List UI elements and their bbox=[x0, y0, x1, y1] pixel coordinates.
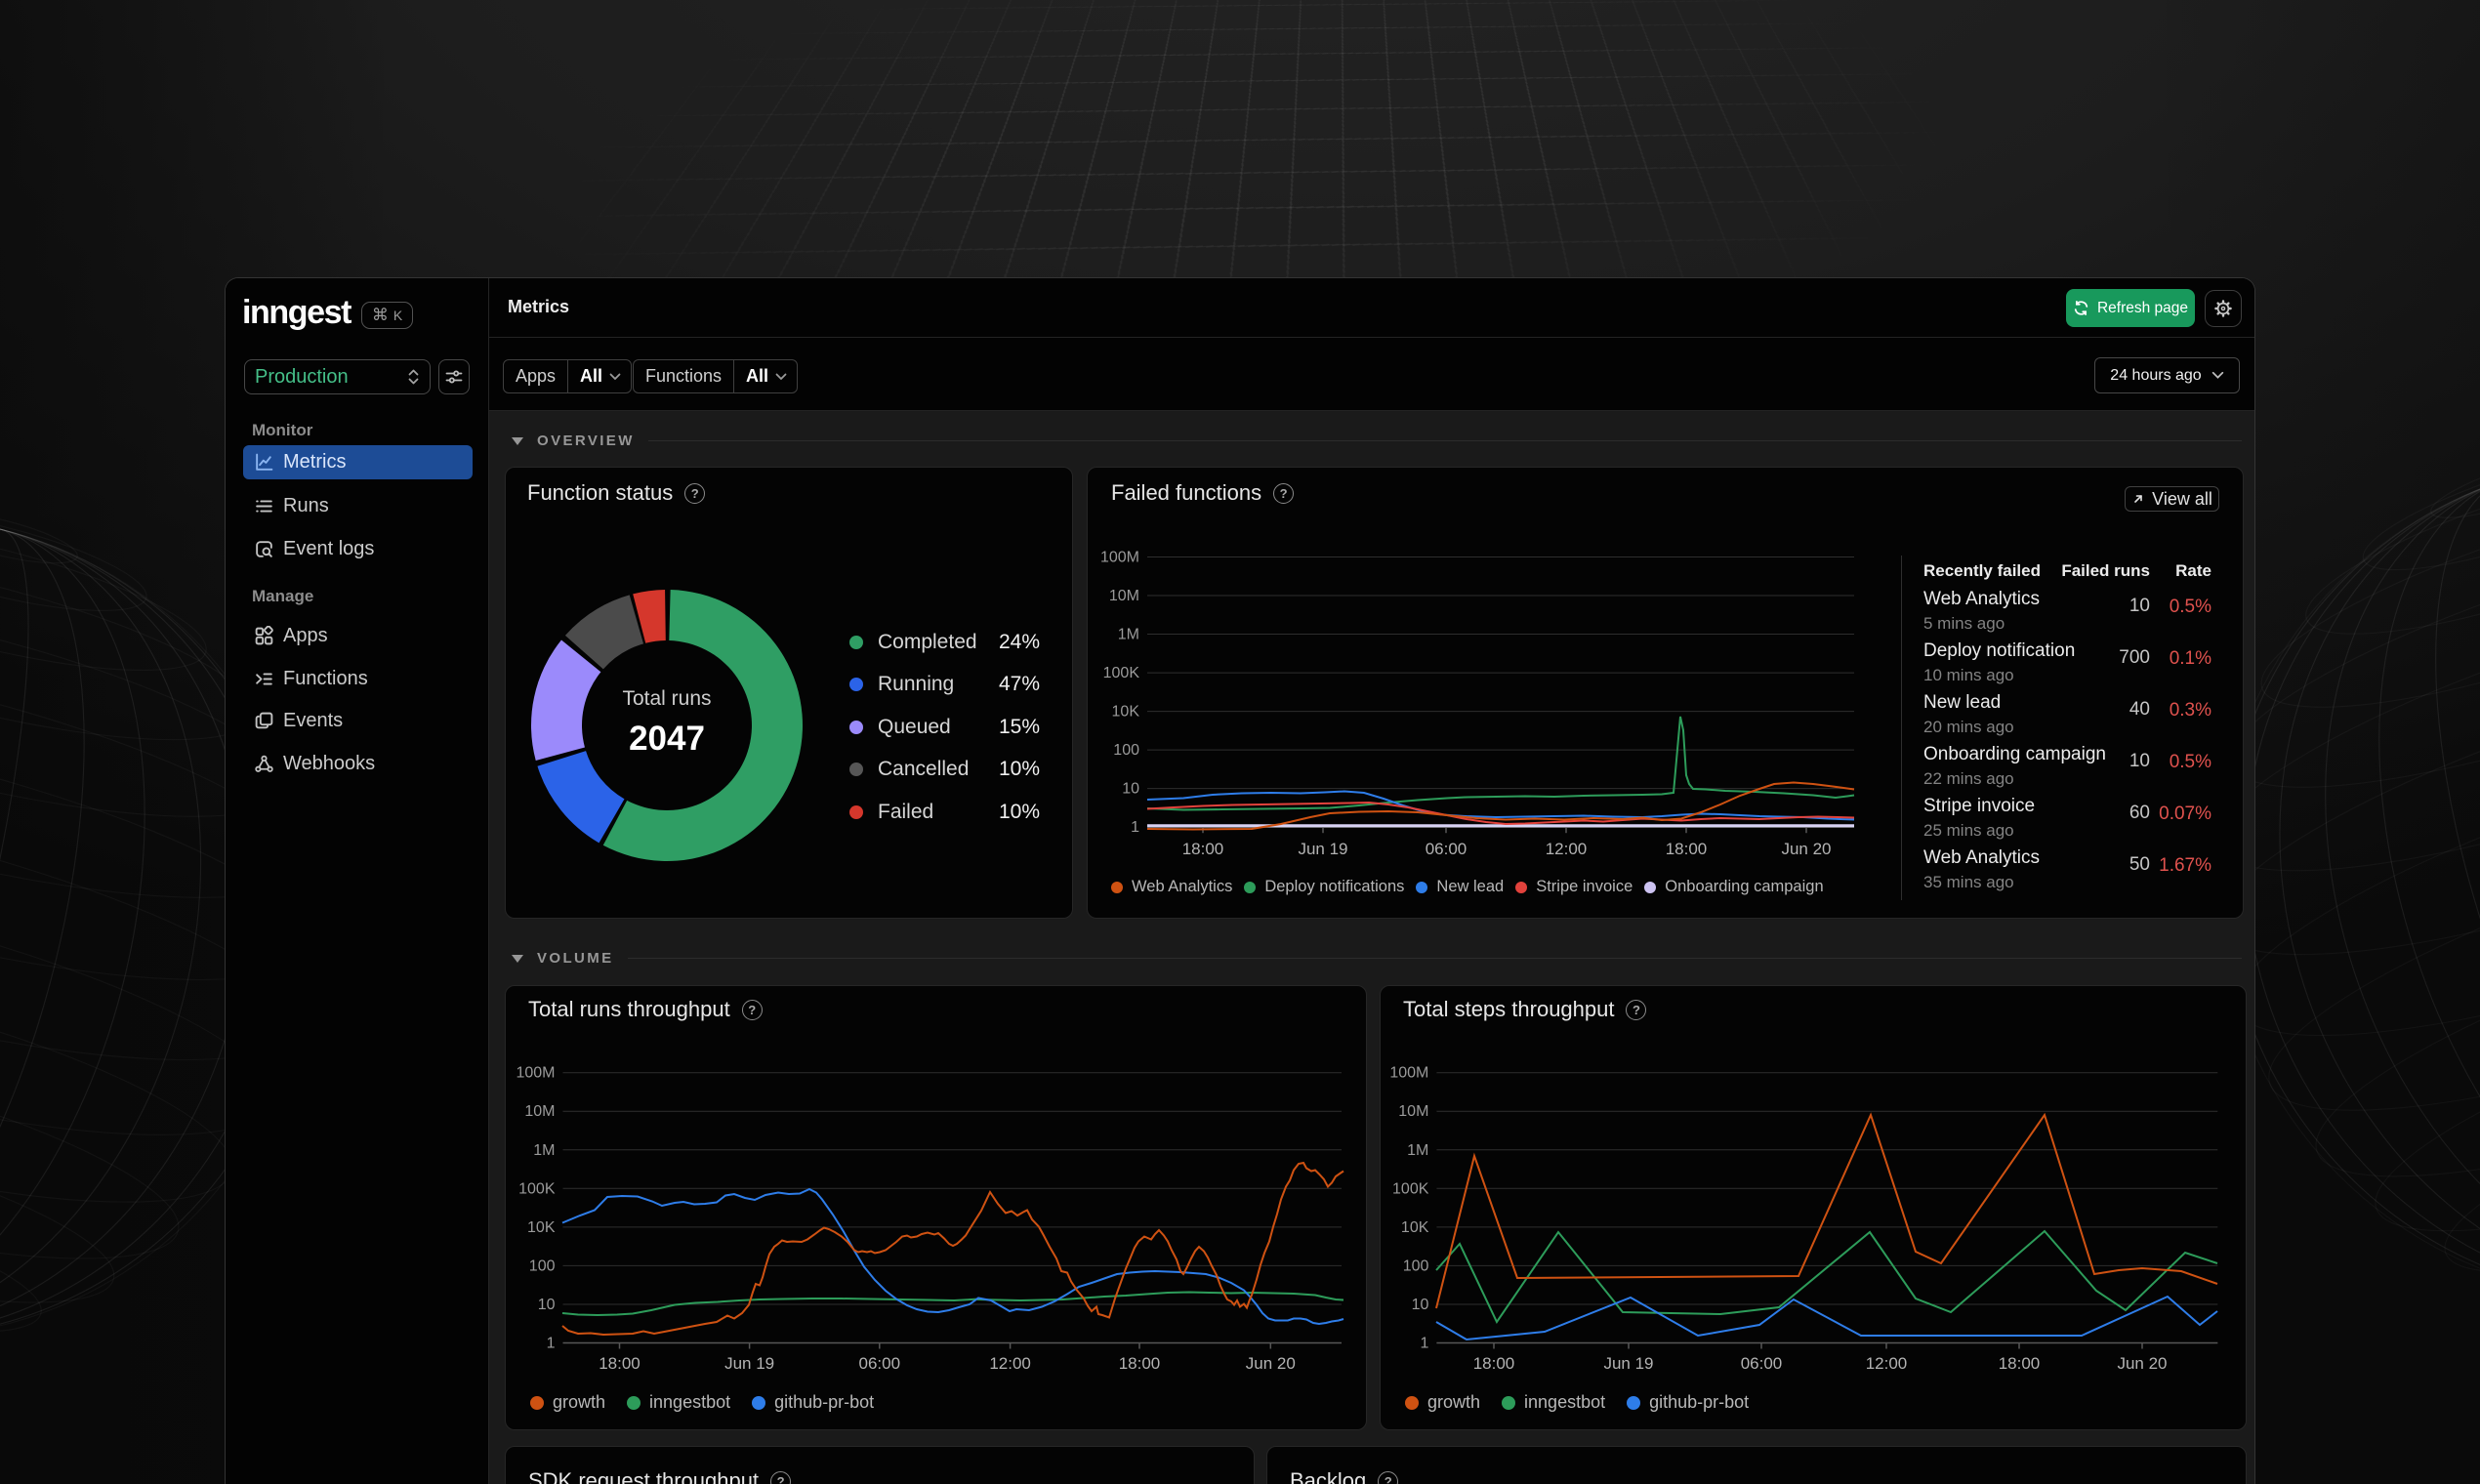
svg-text:1: 1 bbox=[1131, 819, 1139, 836]
svg-text:100: 100 bbox=[1113, 742, 1139, 759]
svg-text:12:00: 12:00 bbox=[1866, 1354, 1908, 1373]
svg-text:Jun 19: Jun 19 bbox=[1298, 840, 1347, 858]
svg-text:18:00: 18:00 bbox=[1473, 1354, 1515, 1373]
svg-text:10: 10 bbox=[538, 1297, 556, 1313]
svg-text:06:00: 06:00 bbox=[1426, 840, 1467, 858]
svg-text:12:00: 12:00 bbox=[1546, 840, 1588, 858]
svg-text:18:00: 18:00 bbox=[599, 1354, 641, 1373]
svg-text:Jun 20: Jun 20 bbox=[1246, 1354, 1296, 1373]
svg-text:12:00: 12:00 bbox=[989, 1354, 1031, 1373]
svg-text:18:00: 18:00 bbox=[1182, 840, 1224, 858]
svg-text:10: 10 bbox=[1122, 781, 1139, 798]
svg-text:100M: 100M bbox=[1100, 550, 1139, 566]
svg-text:06:00: 06:00 bbox=[859, 1354, 901, 1373]
svg-text:Jun 20: Jun 20 bbox=[1781, 840, 1831, 858]
svg-text:100K: 100K bbox=[1103, 665, 1140, 681]
svg-text:100K: 100K bbox=[518, 1180, 556, 1197]
svg-text:100: 100 bbox=[1403, 1257, 1429, 1274]
svg-text:18:00: 18:00 bbox=[1666, 840, 1708, 858]
svg-text:Jun 19: Jun 19 bbox=[724, 1354, 774, 1373]
svg-text:100K: 100K bbox=[1392, 1180, 1429, 1197]
svg-text:10K: 10K bbox=[1112, 704, 1140, 721]
svg-text:1M: 1M bbox=[1118, 627, 1139, 643]
svg-text:1: 1 bbox=[547, 1336, 556, 1352]
svg-text:10: 10 bbox=[1412, 1297, 1429, 1313]
svg-text:10K: 10K bbox=[1401, 1219, 1429, 1236]
svg-text:06:00: 06:00 bbox=[1741, 1354, 1783, 1373]
svg-text:Jun 19: Jun 19 bbox=[1603, 1354, 1653, 1373]
svg-text:18:00: 18:00 bbox=[1999, 1354, 2041, 1373]
svg-text:1: 1 bbox=[1420, 1336, 1428, 1352]
svg-text:100M: 100M bbox=[516, 1065, 555, 1082]
svg-text:Jun 20: Jun 20 bbox=[2117, 1354, 2167, 1373]
svg-text:1M: 1M bbox=[533, 1142, 555, 1159]
svg-text:10K: 10K bbox=[527, 1219, 556, 1236]
svg-text:1M: 1M bbox=[1407, 1142, 1428, 1159]
svg-text:100M: 100M bbox=[1389, 1065, 1428, 1082]
svg-text:10M: 10M bbox=[1398, 1103, 1428, 1120]
svg-text:10M: 10M bbox=[524, 1103, 555, 1120]
svg-text:18:00: 18:00 bbox=[1119, 1354, 1161, 1373]
svg-text:10M: 10M bbox=[1109, 588, 1139, 604]
svg-text:100: 100 bbox=[529, 1257, 556, 1274]
